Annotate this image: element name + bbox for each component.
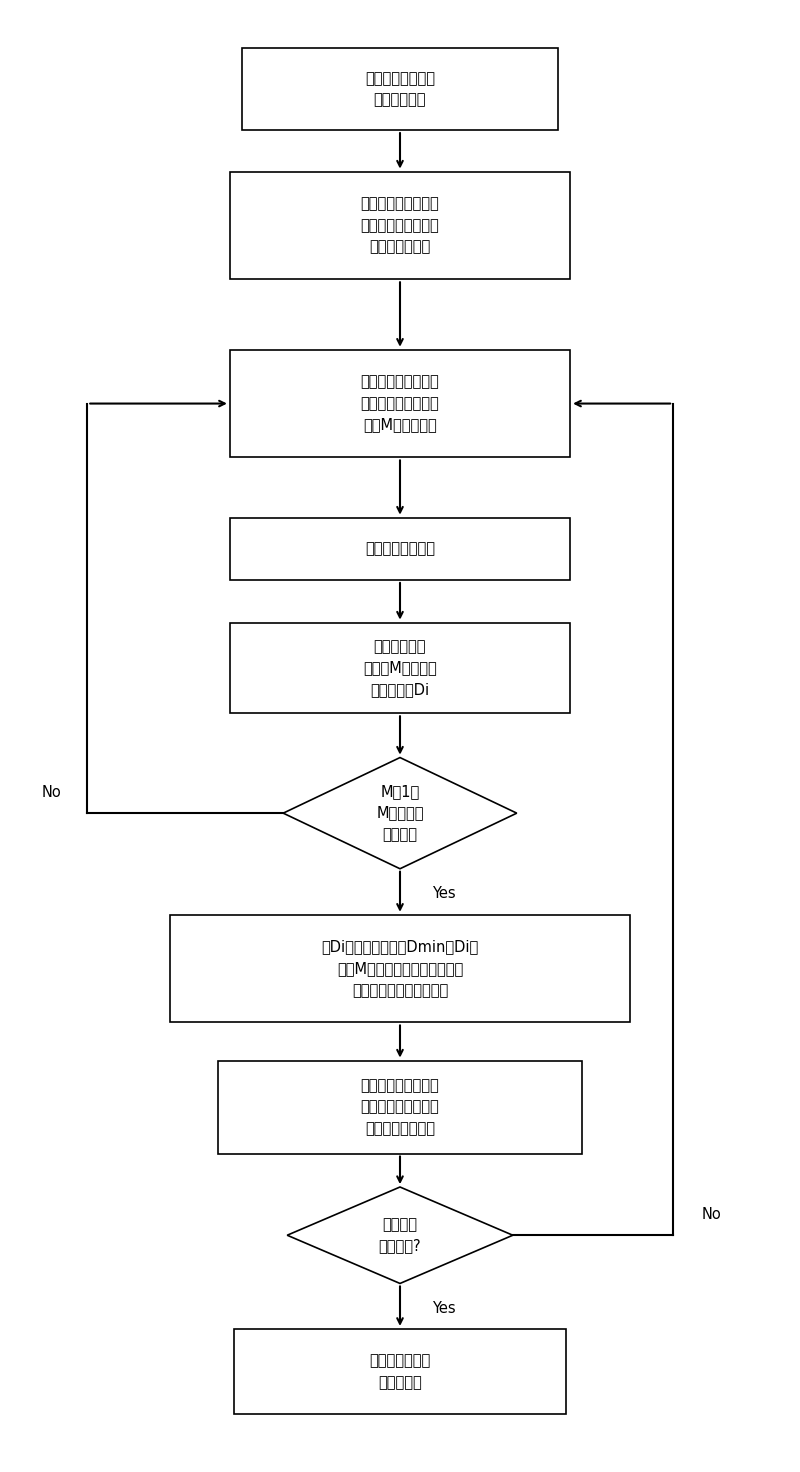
- Text: 设定点扩展函数支撑
域的总变化范围，依
次处理每组图像: 设定点扩展函数支撑 域的总变化范围，依 次处理每组图像: [361, 196, 439, 255]
- FancyBboxPatch shape: [230, 518, 570, 580]
- FancyBboxPatch shape: [170, 914, 630, 1023]
- Text: Yes: Yes: [432, 1301, 455, 1316]
- FancyBboxPatch shape: [230, 172, 570, 280]
- FancyBboxPatch shape: [234, 1329, 566, 1415]
- Text: 确定正在处理的该组
图像的点扩展函数支
撑域M的变化范围: 确定正在处理的该组 图像的点扩展函数支 撑域M的变化范围: [361, 374, 439, 433]
- Text: No: No: [42, 785, 62, 801]
- Text: 序列图像
处理完毕?: 序列图像 处理完毕?: [378, 1217, 422, 1254]
- Polygon shape: [287, 1186, 513, 1284]
- Polygon shape: [283, 758, 517, 868]
- Text: 进行两帧图像校正: 进行两帧图像校正: [365, 542, 435, 556]
- Text: M增1，
M取值是否
为最大值: M增1， M取值是否 为最大值: [376, 785, 424, 842]
- Text: 比较相邻两组对公有
图像的校正结果，选
取更优的作为输出: 比较相邻两组对公有 图像的校正结果，选 取更优的作为输出: [361, 1078, 439, 1136]
- FancyBboxPatch shape: [230, 350, 570, 458]
- Text: Yes: Yes: [432, 886, 455, 901]
- FancyBboxPatch shape: [242, 49, 558, 130]
- Text: 完成对退化序列
图像的校正: 完成对退化序列 图像的校正: [370, 1353, 430, 1390]
- FancyBboxPatch shape: [230, 623, 570, 714]
- Text: 图像品质度量
计算该M取值下的
模糊度数值Di: 图像品质度量 计算该M取值下的 模糊度数值Di: [363, 639, 437, 698]
- FancyBboxPatch shape: [218, 1060, 582, 1154]
- Text: 将序列图像按相邻
两帧成对分组: 将序列图像按相邻 两帧成对分组: [365, 71, 435, 107]
- Text: 求Di的最小值，得出Dmin＝Di所
对应M值，以及点扩展函数，获
得该组校正图像的最优解: 求Di的最小值，得出Dmin＝Di所 对应M值，以及点扩展函数，获 得该组校正图…: [322, 939, 478, 998]
- Text: No: No: [702, 1207, 721, 1222]
